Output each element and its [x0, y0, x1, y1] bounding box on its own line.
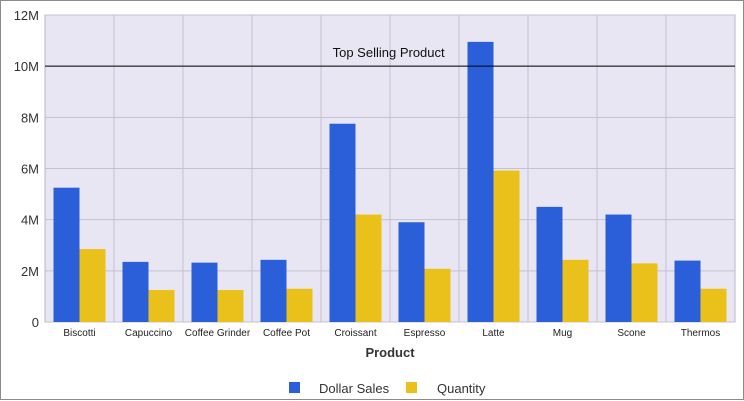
bar-dollar-sales: [122, 261, 149, 322]
bar-quantity: [562, 259, 589, 322]
bar-dollar-sales: [191, 262, 218, 322]
legend: Dollar Sales Quantity: [289, 381, 486, 396]
legend-label: Dollar Sales: [319, 381, 390, 396]
bar-quantity: [355, 214, 382, 322]
x-axis-title: Product: [365, 345, 415, 360]
x-tick-label: Espresso: [404, 328, 446, 339]
bar-quantity: [493, 170, 520, 322]
x-tick-label: Thermos: [681, 328, 720, 339]
bar-dollar-sales: [605, 214, 632, 322]
bar-dollar-sales: [53, 187, 80, 322]
bar-dollar-sales: [329, 123, 356, 323]
x-tick-label: Latte: [482, 328, 505, 339]
legend-label: Quantity: [437, 381, 486, 396]
bar-quantity: [700, 288, 727, 322]
y-axis-ticks: 0 2M 4M 6M 8M 10M 12M: [14, 8, 39, 330]
x-tick-label: Capuccino: [125, 328, 173, 339]
bar-dollar-sales: [260, 259, 287, 322]
x-tick-label: Croissant: [334, 328, 376, 339]
y-tick-label: 12M: [14, 8, 39, 23]
y-tick-label: 6M: [21, 162, 39, 177]
bar-quantity: [79, 249, 106, 322]
y-tick-label: 0: [32, 315, 39, 330]
x-tick-label: Biscotti: [63, 328, 95, 339]
x-tick-label: Coffee Pot: [263, 328, 310, 339]
bar-quantity: [286, 288, 313, 322]
bar-dollar-sales: [536, 206, 563, 322]
x-tick-label: Scone: [617, 328, 646, 339]
x-tick-label: Coffee Grinder: [185, 328, 251, 339]
bar-dollar-sales: [467, 41, 494, 323]
y-tick-label: 8M: [21, 110, 39, 125]
bar-quantity: [631, 263, 658, 322]
y-tick-label: 2M: [21, 264, 39, 279]
x-tick-label: Mug: [553, 328, 572, 339]
bar-dollar-sales: [398, 222, 425, 322]
reference-line-label: Top Selling Product: [333, 45, 445, 60]
x-axis-ticks: Biscotti Capuccino Coffee Grinder Coffee Po…: [63, 328, 720, 339]
y-tick-label: 4M: [21, 213, 39, 228]
legend-swatch: [289, 382, 300, 393]
legend-swatch: [406, 382, 417, 393]
bar-dollar-sales: [674, 260, 701, 322]
bar-quantity: [217, 290, 244, 322]
bars: [53, 41, 727, 323]
y-tick-label: 10M: [14, 59, 39, 74]
bar-quantity: [424, 268, 451, 322]
bar-quantity: [148, 290, 175, 322]
